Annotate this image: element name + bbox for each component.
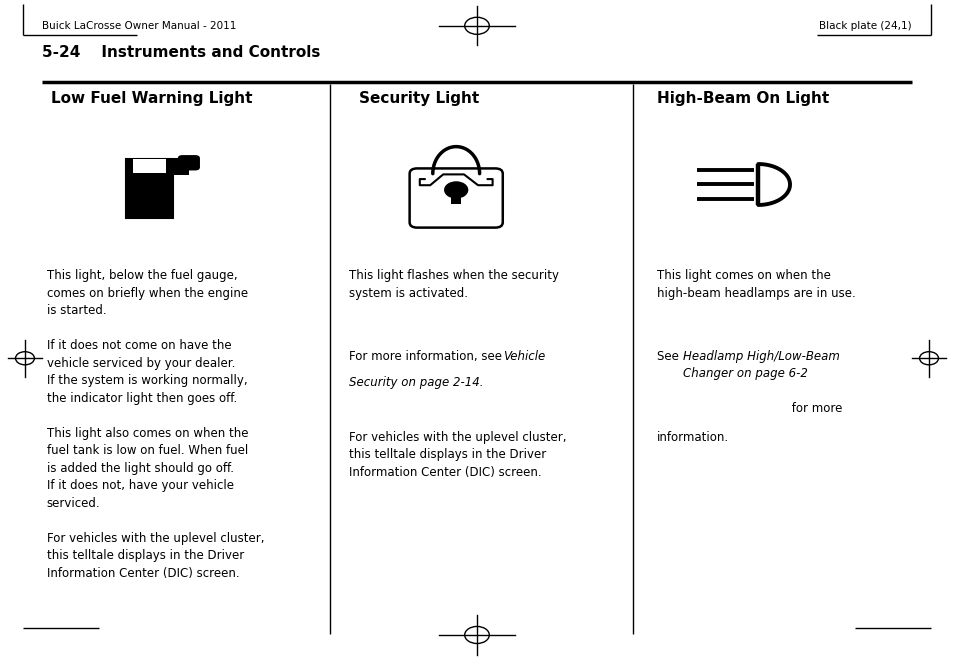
Text: For more information, see: For more information, see [349, 350, 505, 363]
Text: Security on page 2-14.: Security on page 2-14. [349, 376, 483, 389]
Text: See: See [656, 350, 681, 363]
FancyBboxPatch shape [177, 155, 200, 170]
Text: This light, below the fuel gauge,
comes on briefly when the engine
is started.

: This light, below the fuel gauge, comes … [47, 269, 264, 580]
Text: For vehicles with the uplevel cluster,
this telltale displays in the Driver
Info: For vehicles with the uplevel cluster, t… [349, 431, 566, 479]
Text: Headlamp High/Low-Beam
Changer on page 6-2: Headlamp High/Low-Beam Changer on page 6… [682, 350, 840, 380]
FancyBboxPatch shape [173, 158, 189, 175]
Text: This light flashes when the security
system is activated.: This light flashes when the security sys… [349, 269, 558, 299]
FancyBboxPatch shape [126, 159, 173, 218]
Text: information.: information. [656, 431, 728, 444]
Text: for more: for more [787, 401, 841, 415]
Text: Vehicle: Vehicle [503, 350, 545, 363]
Text: 5-24    Instruments and Controls: 5-24 Instruments and Controls [42, 45, 320, 60]
FancyBboxPatch shape [133, 159, 166, 174]
Text: This light comes on when the
high-beam headlamps are in use.: This light comes on when the high-beam h… [656, 269, 855, 299]
Text: Black plate (24,1): Black plate (24,1) [819, 21, 911, 31]
Text: High-Beam On Light: High-Beam On Light [656, 91, 828, 106]
FancyBboxPatch shape [451, 189, 461, 204]
FancyBboxPatch shape [409, 168, 502, 228]
Text: Low Fuel Warning Light: Low Fuel Warning Light [51, 91, 253, 106]
Text: Security Light: Security Light [358, 91, 478, 106]
Text: Buick LaCrosse Owner Manual - 2011: Buick LaCrosse Owner Manual - 2011 [42, 21, 236, 31]
Circle shape [444, 182, 467, 198]
